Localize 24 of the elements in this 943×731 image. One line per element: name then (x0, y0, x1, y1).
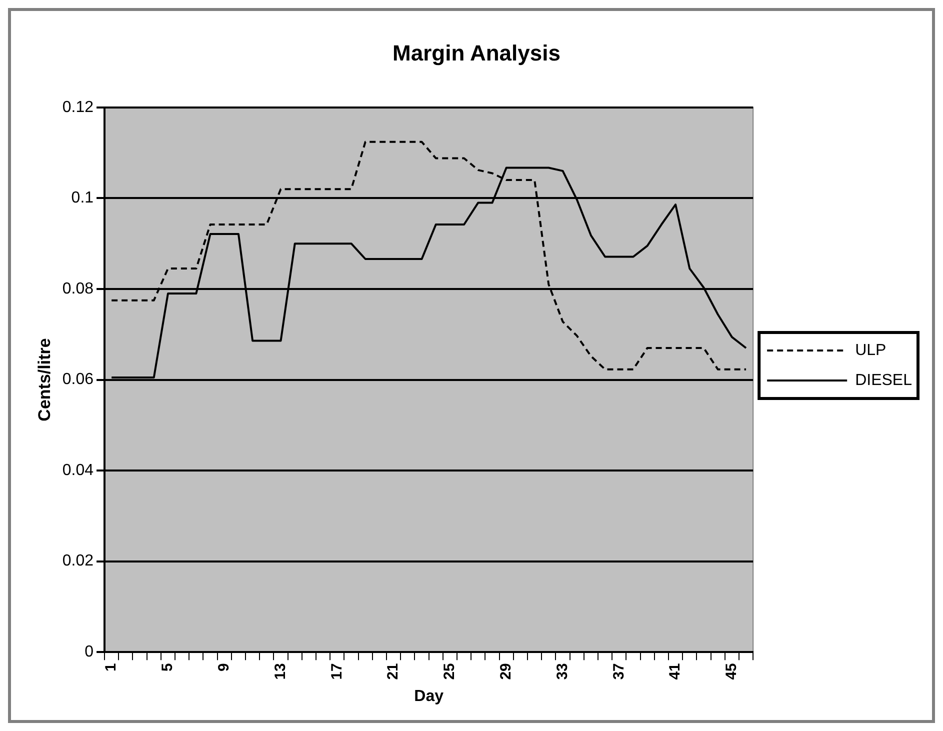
y-tick-label: 0.06 (62, 371, 94, 388)
x-tick-label: 13 (272, 663, 289, 680)
y-tick-label: 0 (84, 644, 94, 661)
chart-title: Margin Analysis (392, 40, 560, 66)
x-tick-label: 33 (554, 663, 571, 680)
legend-label: ULP (855, 342, 886, 359)
x-axis-title: Day (414, 688, 444, 705)
y-tick-label: 0.02 (62, 552, 94, 570)
x-tick-label: 37 (610, 663, 628, 680)
x-tick-label: 5 (159, 663, 176, 672)
x-tick-label: 29 (497, 663, 514, 680)
y-tick-label: 0.1 (71, 190, 94, 207)
x-tick-label: 41 (666, 663, 684, 680)
y-tick-label: 0.04 (62, 462, 94, 479)
x-tick-label: 45 (723, 663, 740, 680)
x-tick-label: 25 (441, 663, 458, 680)
x-tick-label: 21 (384, 663, 402, 680)
x-tick-label: 17 (328, 663, 346, 680)
y-tick-label: 0.08 (62, 280, 94, 298)
legend-label: DIESEL (855, 372, 912, 389)
y-tick-label: 0.12 (62, 98, 94, 116)
y-axis-title: Cents/litre (34, 338, 54, 422)
x-tick-label: 9 (216, 663, 233, 672)
x-tick-label: 1 (102, 663, 120, 672)
